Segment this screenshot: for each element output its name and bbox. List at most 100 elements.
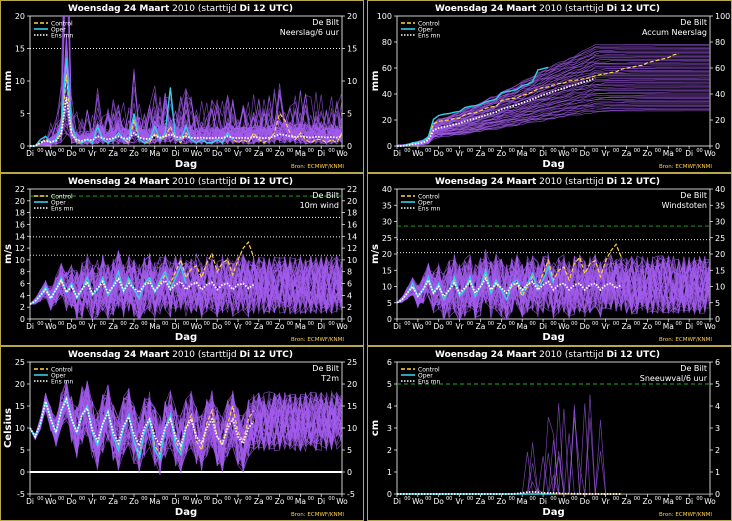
y-tick-label-left: 10 [15, 77, 25, 86]
ensemble-member-line [397, 65, 710, 146]
x-tick-label: Di [393, 497, 401, 506]
x-minor-tick-label: 00 [613, 321, 619, 327]
y-tick-label-right: 20 [347, 197, 357, 206]
x-tick-label: Zo [496, 497, 506, 506]
y-tick-label-right: 16 [347, 220, 357, 229]
y-tick-label-left: 0 [387, 490, 392, 499]
x-tick-label: Vr [234, 497, 243, 506]
y-tick-label-right: 0 [347, 142, 352, 151]
x-minor-tick-label: 00 [287, 321, 293, 327]
legend-label: Ens mn [51, 206, 73, 213]
y-axis-label: cm [370, 420, 381, 436]
x-tick-label: Ma [663, 149, 674, 158]
x-axis-label: Dag [542, 332, 564, 343]
legend-label: Control [51, 21, 73, 28]
y-tick-label-right: 0 [347, 315, 352, 324]
ensemble-members [397, 249, 710, 319]
y-tick-label-right: 15 [715, 266, 725, 275]
title-date: 24 Maart [491, 177, 537, 187]
x-tick-label: Do [580, 149, 591, 158]
y-tick-label-left: 4 [387, 402, 392, 411]
x-tick-label: Za [254, 322, 264, 331]
ensemble-member-line [397, 98, 710, 146]
y-tick-label-right: 14 [347, 232, 357, 241]
x-tick-label: Do [580, 497, 591, 506]
ens-mean-line [30, 97, 343, 147]
variable-label: Windstoten [662, 201, 707, 210]
panel-frame [367, 173, 732, 346]
ensemble-member-line [397, 59, 710, 146]
source-label: Bron: ECMWF/KNMI [291, 164, 344, 170]
x-minor-tick-label: 00 [592, 496, 598, 502]
x-minor-tick-label: 00 [141, 321, 147, 327]
oper-line [30, 58, 234, 147]
x-tick-label: Zo [275, 149, 285, 158]
y-tick-label-left: 25 [382, 234, 392, 243]
ensemble-member-line [397, 416, 710, 494]
x-tick-label: Zo [643, 149, 653, 158]
y-tick-label-right: 15 [347, 402, 357, 411]
variable-label: T2m [320, 374, 339, 383]
ensemble-member-line [30, 256, 342, 319]
x-minor-tick-label: 00 [100, 148, 106, 154]
x-minor-tick-label: 00 [467, 148, 473, 154]
x-minor-tick-label: 00 [224, 148, 230, 154]
ensemble-members [397, 394, 710, 494]
x-minor-tick-label: 00 [58, 148, 64, 154]
title-year: 2010 [169, 177, 198, 187]
ensemble-member-line [30, 390, 342, 465]
ensemble-member-line [30, 250, 342, 319]
location-label: De Bilt [312, 364, 339, 373]
x-tick-label: Do [434, 497, 445, 506]
y-axis-label: m/s [3, 244, 14, 264]
y-tick-label-left: 15 [15, 45, 25, 54]
title-date: 24 Maart [124, 4, 170, 14]
y-tick-label-right: 20 [715, 250, 725, 259]
x-minor-tick-label: 00 [328, 496, 334, 502]
y-tick-label-right: 20 [347, 380, 357, 389]
x-tick-label: Za [476, 497, 486, 506]
x-minor-tick-label: 00 [79, 321, 85, 327]
y-tick-label-right: 1 [715, 468, 720, 477]
ensemble-member-line [30, 254, 342, 319]
x-minor-tick-label: 00 [509, 496, 515, 502]
x-tick-label: Wo [191, 322, 203, 331]
x-tick-label: Wo [336, 149, 348, 158]
x-minor-tick-label: 00 [404, 321, 410, 327]
x-tick-label: Zo [496, 149, 506, 158]
x-minor-tick-label: 00 [613, 148, 619, 154]
ens-mean-line [29, 396, 255, 449]
x-minor-tick-label: 00 [58, 321, 64, 327]
ensemble-member-line [397, 256, 710, 318]
ensemble-member-line [397, 91, 710, 146]
y-tick-label-right: 5 [347, 110, 352, 119]
ensemble-member-line [397, 253, 710, 317]
x-minor-tick-label: 00 [488, 321, 494, 327]
x-tick-label: Zo [275, 322, 285, 331]
legend-label: Ens mn [418, 379, 440, 386]
ensemble-member-line [397, 252, 710, 319]
x-minor-tick-label: 00 [592, 321, 598, 327]
ensemble-member-line [397, 451, 710, 494]
title-weekday: Woensdag [435, 4, 491, 14]
y-tick-label-right: 5 [715, 299, 720, 308]
title-year: 2010 [169, 4, 198, 14]
x-tick-label: Zo [643, 497, 653, 506]
x-minor-tick-label: 00 [245, 496, 251, 502]
x-minor-tick-label: 00 [183, 148, 189, 154]
x-minor-tick-label: 00 [162, 496, 168, 502]
title-date: 24 Maart [491, 4, 537, 14]
x-minor-tick-label: 00 [308, 148, 314, 154]
legend-label: Ens mn [51, 33, 73, 40]
ensemble-member-line [30, 257, 342, 316]
y-tick-label-left: 15 [15, 402, 25, 411]
chart-title: Woensdag 24 Maart 2010 (starttijd Di 12 … [68, 350, 293, 360]
x-tick-label: Wo [336, 497, 348, 506]
y-tick-label-left: 14 [15, 232, 25, 241]
title-run-label: (starttijd [198, 350, 240, 360]
x-minor-tick-label: 00 [120, 148, 126, 154]
ensemble-member-line [397, 48, 710, 146]
y-tick-label-right: 0 [347, 468, 352, 477]
y-tick-label-left: 20 [15, 380, 25, 389]
